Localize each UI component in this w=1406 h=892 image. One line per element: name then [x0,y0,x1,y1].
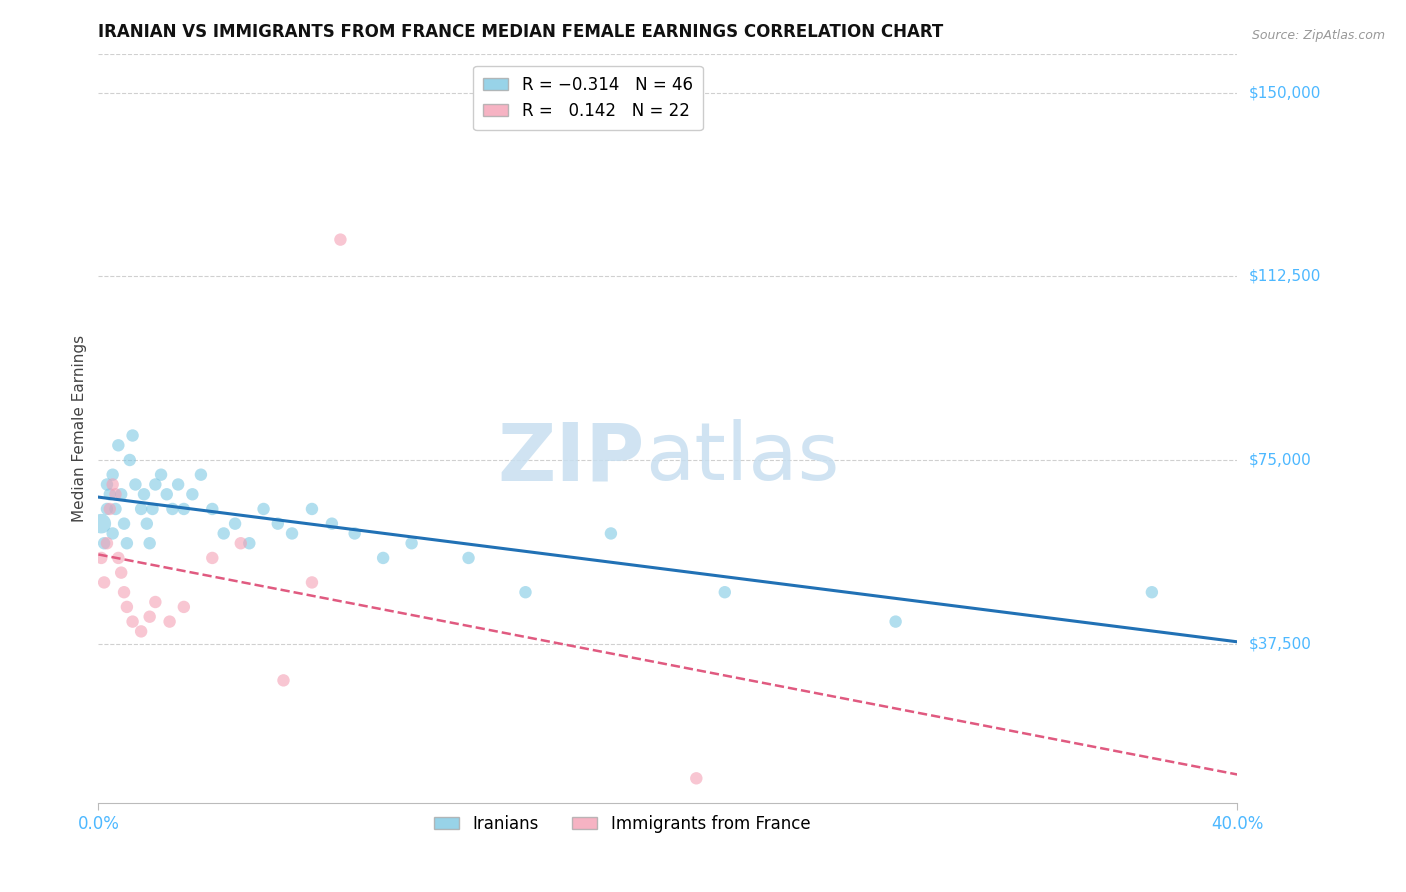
Text: $75,000: $75,000 [1249,452,1312,467]
Point [373,550,395,565]
Point [224,516,246,531]
Point [181,487,204,501]
Point [101,477,124,491]
Point [101,526,124,541]
Point [132,487,155,501]
Text: atlas: atlas [645,419,839,497]
Point [135,516,157,531]
Point [1140,585,1163,599]
Point [90,516,112,531]
Point [159,615,181,629]
Point [401,536,423,550]
Point [101,467,124,482]
Point [124,477,146,491]
Point [301,575,323,590]
Point [301,502,323,516]
Point [115,536,138,550]
Point [321,516,343,531]
Point [714,585,737,599]
Point [212,526,235,541]
Point [129,624,152,639]
Point [110,566,132,580]
Point [156,487,179,501]
Point [457,550,479,565]
Point [93,536,115,550]
Point [98,502,121,516]
Point [329,233,352,247]
Point [107,550,129,565]
Text: IRANIAN VS IMMIGRANTS FROM FRANCE MEDIAN FEMALE EARNINGS CORRELATION CHART: IRANIAN VS IMMIGRANTS FROM FRANCE MEDIAN… [98,23,943,41]
Point [112,585,135,599]
Point [173,502,195,516]
Text: ZIP: ZIP [498,419,645,497]
Point [90,550,112,565]
Point [138,536,160,550]
Point [600,526,623,541]
Point [167,477,190,491]
Point [121,428,143,442]
Point [104,487,127,501]
Point [190,467,212,482]
Point [343,526,366,541]
Point [884,615,907,629]
Point [515,585,537,599]
Point [141,502,163,516]
Point [118,453,141,467]
Point [145,477,167,491]
Point [229,536,252,550]
Point [201,550,224,565]
Point [281,526,304,541]
Point [104,502,127,516]
Point [96,477,118,491]
Text: $37,500: $37,500 [1249,636,1312,651]
Point [173,599,195,614]
Point [267,516,290,531]
Text: $112,500: $112,500 [1249,268,1320,284]
Point [150,467,173,482]
Point [107,438,129,452]
Point [685,772,707,786]
Point [110,487,132,501]
Point [93,575,115,590]
Point [96,536,118,550]
Point [115,599,138,614]
Point [252,502,274,516]
Point [129,502,152,516]
Point [112,516,135,531]
Point [238,536,260,550]
Text: Source: ZipAtlas.com: Source: ZipAtlas.com [1251,29,1385,42]
Point [145,595,167,609]
Point [96,502,118,516]
Point [98,487,121,501]
Legend: Iranians, Immigrants from France: Iranians, Immigrants from France [427,808,817,839]
Y-axis label: Median Female Earnings: Median Female Earnings [72,334,87,522]
Text: $150,000: $150,000 [1249,86,1320,100]
Point [121,615,143,629]
Point [201,502,224,516]
Point [273,673,295,688]
Point [162,502,184,516]
Point [138,609,160,624]
